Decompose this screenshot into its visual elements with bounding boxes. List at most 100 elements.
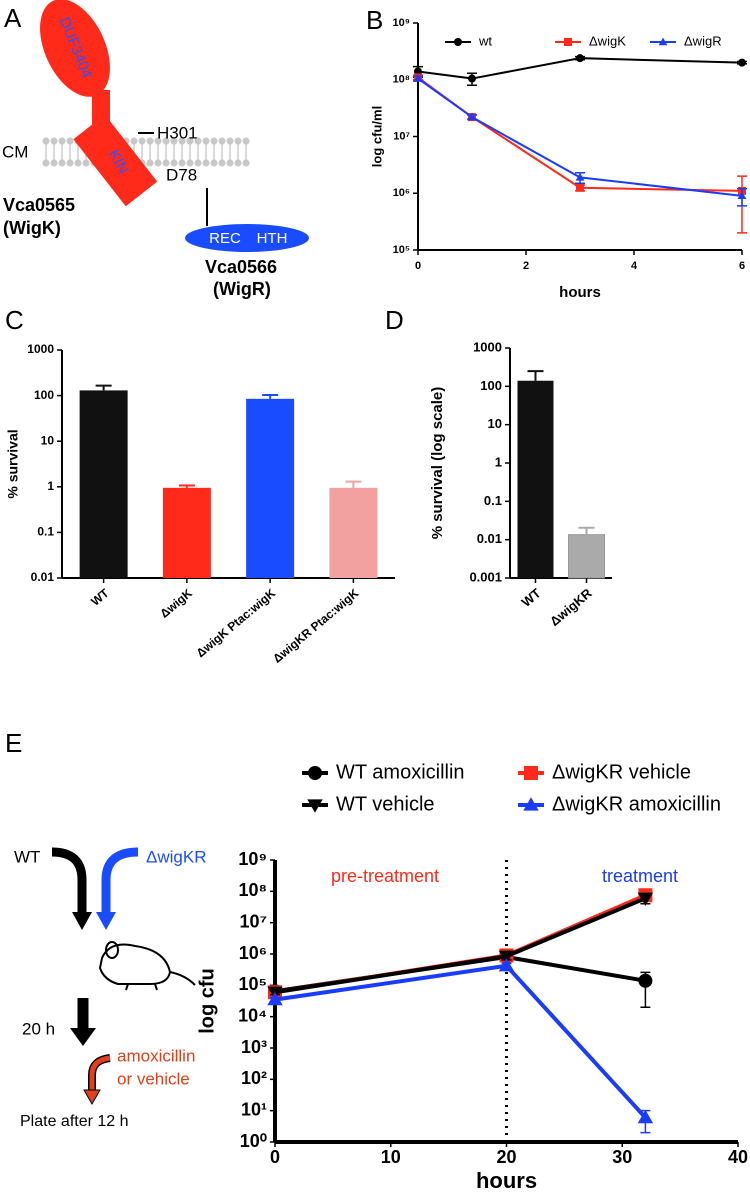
lipid-head	[178, 137, 186, 145]
legend-label: ΔwigKR vehicle	[552, 761, 691, 783]
y-tick-label: 0.1	[484, 493, 502, 508]
lipid-head	[202, 159, 210, 167]
y-tick-label: 10²	[241, 1068, 267, 1088]
bar	[568, 534, 605, 579]
legend-label: WT vehicle	[336, 793, 435, 815]
y-tick-label: 100	[480, 378, 502, 393]
error-bar	[95, 384, 112, 391]
x-tick-label: ΔwigK Ptac:wigK	[194, 586, 279, 660]
lipid-head	[186, 159, 194, 167]
y-tick-label: 100	[34, 388, 54, 402]
marker	[498, 958, 515, 972]
x-axis-label: hours	[476, 1168, 537, 1193]
y-tick-label: 10⁷	[240, 911, 267, 931]
lipid-head	[170, 159, 178, 167]
line	[274, 896, 647, 995]
y-tick-label: 10⁰	[240, 1131, 267, 1151]
legend-marker	[523, 797, 539, 811]
x-tick-label: WT	[88, 586, 112, 609]
lipid-head	[74, 159, 82, 167]
annotation: pre-treatment	[331, 866, 439, 886]
y-tick-label: 10⁸	[238, 880, 267, 900]
marker	[498, 950, 515, 964]
lipid-head	[226, 159, 234, 167]
bar	[329, 487, 378, 578]
lipid-head	[138, 137, 146, 145]
x-tick-label: ΔwigKR	[547, 585, 595, 629]
lipid-head	[186, 137, 194, 145]
line	[417, 57, 743, 80]
protein-label: Vca0565	[3, 195, 75, 215]
lipid-head	[194, 159, 202, 167]
y-tick-label: 10⁴	[238, 1005, 267, 1025]
y-tick-label: 10⁹	[238, 849, 267, 869]
y-tick-label: 10⁶	[393, 187, 410, 199]
lipid-head	[66, 137, 74, 145]
legend-label: ΔwigK	[589, 33, 626, 48]
arrowhead	[96, 912, 116, 930]
x-tick-label: 20	[496, 1147, 516, 1167]
annotation: treatment	[602, 866, 678, 886]
membrane-label: CM	[2, 142, 28, 161]
y-tick-label: 1000	[473, 339, 502, 354]
marker	[413, 74, 423, 82]
y-tick-label: 10⁷	[393, 130, 410, 142]
line	[274, 963, 647, 1119]
y-tick-label: 1	[47, 479, 54, 493]
response-regulator	[185, 224, 309, 252]
lipid-head	[210, 159, 218, 167]
line	[417, 77, 743, 197]
error-bar	[578, 526, 595, 535]
y-tick-label: 10	[41, 433, 55, 447]
lipid-head	[154, 159, 162, 167]
marker	[637, 1109, 654, 1124]
duf-domain	[40, 0, 110, 97]
lipid-head	[146, 159, 154, 167]
y-tick-label: 0.001	[469, 569, 502, 584]
protein-label: Vca0566	[205, 257, 277, 277]
lipid-head	[202, 137, 210, 145]
arrowhead	[70, 1028, 96, 1046]
y-tick-label: 10	[488, 416, 502, 431]
lipid-head	[226, 137, 234, 145]
lipid-head	[162, 137, 170, 145]
x-tick-label: 0	[415, 260, 421, 272]
arrowhead	[72, 912, 92, 930]
domain-label: REC	[209, 230, 241, 247]
legend-label: ΔwigKR amoxicillin	[552, 793, 721, 815]
x-tick-label: 30	[612, 1147, 632, 1167]
error-bar	[262, 394, 279, 399]
y-tick-label: 10³	[241, 1037, 267, 1057]
lipid-head	[146, 137, 154, 145]
lipid-head	[42, 159, 50, 167]
kinase-domain	[73, 114, 158, 207]
panel-letter: A	[4, 3, 22, 33]
domain-label: HTH	[257, 230, 288, 247]
protein-alias: (WigR)	[213, 279, 271, 299]
protein-alias: (WigK)	[3, 218, 61, 238]
x-tick-label: ΔwigK	[157, 586, 195, 621]
marker	[467, 112, 477, 121]
legend-marker	[524, 766, 538, 780]
arrowhead	[83, 1089, 101, 1106]
y-tick-label: 1000	[27, 342, 54, 356]
legend-marker	[308, 766, 322, 780]
lipid-head	[42, 137, 50, 145]
bar	[162, 487, 211, 578]
legend-label: ΔwigR	[684, 33, 722, 48]
membrane	[42, 137, 250, 167]
bar	[246, 398, 295, 578]
lipid-head	[242, 137, 250, 145]
lipid-head	[66, 159, 74, 167]
treatment-label: amoxicillin	[117, 1046, 195, 1065]
marker	[638, 973, 653, 988]
y-axis-label: log cfu	[196, 968, 218, 1034]
x-tick-label: 4	[631, 260, 638, 272]
lipid-head	[50, 159, 58, 167]
panel-letter: B	[366, 5, 383, 35]
lipid-head	[154, 137, 162, 145]
y-tick-label: 10⁶	[239, 943, 267, 963]
lipid-head	[210, 137, 218, 145]
marker	[738, 58, 746, 67]
legend-marker	[658, 37, 668, 46]
